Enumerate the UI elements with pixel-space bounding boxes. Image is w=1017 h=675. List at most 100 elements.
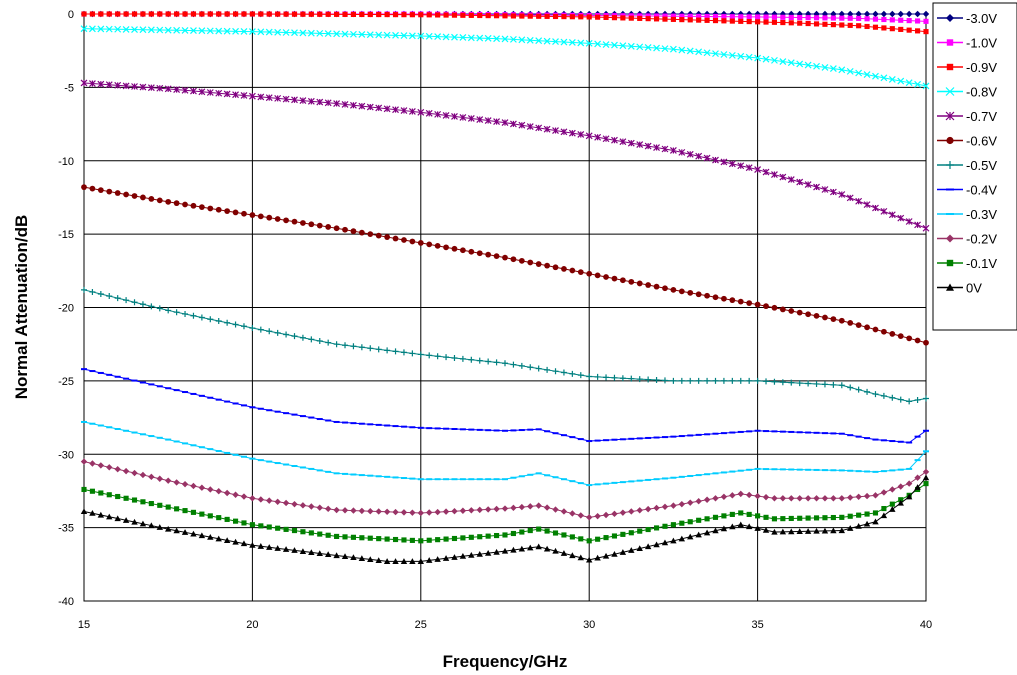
data-point [687, 17, 693, 23]
data-point [181, 529, 189, 535]
data-point [905, 10, 913, 18]
data-point [568, 129, 576, 137]
data-point [569, 370, 576, 377]
data-point [905, 218, 913, 225]
data-point [636, 376, 643, 383]
data-point [114, 466, 121, 473]
data-point [686, 150, 694, 158]
data-point [813, 312, 820, 319]
data-point [114, 81, 122, 89]
data-point [519, 529, 525, 535]
data-point [518, 257, 525, 264]
data-point [257, 496, 265, 503]
data-point [586, 538, 592, 544]
data-point [300, 220, 306, 226]
data-point [704, 292, 710, 299]
data-point [80, 79, 88, 87]
data-point [275, 11, 281, 17]
data-point [333, 552, 340, 559]
data-point [729, 523, 736, 530]
data-point [847, 513, 853, 519]
data-point [872, 204, 879, 212]
data-point [923, 339, 929, 346]
data-point [889, 331, 896, 337]
data-point [897, 499, 904, 506]
data-point [762, 168, 770, 176]
data-point [207, 533, 214, 540]
data-point [291, 528, 298, 534]
data-point [435, 12, 441, 18]
data-point [712, 527, 719, 534]
data-point [822, 314, 828, 321]
data-point [881, 328, 887, 335]
data-point [779, 173, 787, 181]
data-point [636, 507, 643, 514]
data-point [830, 381, 837, 388]
data-point [131, 469, 138, 477]
data-point [156, 475, 163, 482]
data-point [914, 337, 921, 344]
data-point [560, 369, 567, 376]
data-point [771, 304, 778, 311]
data-point [720, 10, 728, 18]
data-point [703, 529, 711, 536]
legend-marker [946, 234, 954, 243]
data-point [173, 309, 180, 316]
data-point [485, 533, 491, 539]
data-point [148, 303, 155, 310]
data-point [392, 235, 399, 242]
data-point [637, 15, 643, 21]
data-point [696, 17, 702, 23]
data-point [787, 59, 795, 67]
data-point [586, 373, 593, 380]
data-point [401, 237, 407, 243]
data-point [847, 320, 854, 326]
data-point [383, 508, 391, 515]
data-point [821, 186, 829, 193]
data-point [880, 392, 887, 399]
data-point [265, 94, 273, 102]
data-point [762, 526, 770, 533]
data-point [173, 527, 180, 534]
data-point [788, 20, 794, 26]
data-point [484, 117, 492, 124]
data-point [813, 21, 820, 27]
data-point [216, 515, 222, 521]
data-point [417, 558, 424, 564]
legend-marker [946, 39, 954, 46]
data-point [796, 10, 803, 18]
data-point [780, 516, 786, 522]
data-point [123, 297, 130, 304]
data-point [502, 254, 508, 261]
data-point [712, 377, 719, 384]
data-point [669, 45, 677, 53]
legend-item: -0.6V [937, 134, 997, 149]
data-point [577, 269, 584, 276]
data-point [383, 31, 391, 39]
data-point [257, 28, 265, 36]
data-point [636, 43, 644, 51]
data-point [307, 29, 315, 37]
data-point [805, 20, 811, 27]
data-point [434, 242, 441, 249]
data-point [737, 377, 744, 384]
data-point [796, 178, 804, 186]
data-point [316, 29, 324, 37]
data-point [367, 556, 374, 562]
data-point [746, 19, 752, 25]
legend-label: -0.3V [966, 207, 997, 222]
data-point [712, 14, 719, 20]
data-point [595, 14, 601, 20]
data-point [914, 484, 921, 490]
data-point [89, 288, 96, 295]
data-point [165, 525, 172, 532]
data-point [434, 110, 442, 118]
data-point [342, 342, 349, 349]
data-point [241, 210, 247, 217]
data-point [898, 17, 904, 23]
data-point [611, 510, 618, 518]
data-point [779, 495, 787, 502]
data-point [140, 194, 146, 201]
data-point [771, 19, 777, 25]
data-point [628, 278, 635, 285]
